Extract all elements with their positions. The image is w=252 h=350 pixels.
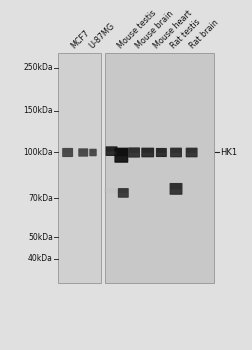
Text: Mouse brain: Mouse brain [134,9,175,50]
Text: Rat brain: Rat brain [188,18,220,50]
FancyBboxPatch shape [142,153,153,156]
FancyBboxPatch shape [106,152,117,155]
FancyBboxPatch shape [90,152,96,155]
FancyBboxPatch shape [171,153,181,156]
Text: Mouse testis: Mouse testis [116,8,158,50]
Text: 50kDa: 50kDa [28,233,53,242]
FancyBboxPatch shape [115,156,128,161]
FancyBboxPatch shape [128,147,140,158]
FancyBboxPatch shape [170,189,182,194]
Text: Mouse heart: Mouse heart [152,8,193,50]
FancyBboxPatch shape [106,146,117,156]
Bar [104,188,121,193]
Text: 150kDa: 150kDa [23,106,53,115]
Text: Rat testis: Rat testis [169,17,202,50]
Bar [105,53,214,283]
FancyBboxPatch shape [186,153,197,156]
FancyBboxPatch shape [129,153,139,156]
Text: HK1: HK1 [220,148,237,157]
FancyBboxPatch shape [141,148,154,158]
Text: MCF7: MCF7 [70,28,91,50]
Text: U-87MG: U-87MG [87,21,116,50]
FancyBboxPatch shape [89,149,97,156]
FancyBboxPatch shape [170,148,182,158]
FancyBboxPatch shape [78,148,88,157]
Text: 250kDa: 250kDa [23,63,53,72]
FancyBboxPatch shape [114,148,128,163]
FancyBboxPatch shape [62,148,73,157]
Text: 40kDa: 40kDa [28,254,53,264]
FancyBboxPatch shape [79,153,87,155]
Bar [58,53,101,283]
Text: 70kDa: 70kDa [28,194,53,203]
FancyBboxPatch shape [118,188,129,198]
FancyBboxPatch shape [156,148,167,157]
FancyBboxPatch shape [170,183,182,195]
FancyBboxPatch shape [186,148,198,158]
FancyBboxPatch shape [63,153,72,156]
FancyBboxPatch shape [157,153,166,156]
Text: 100kDa: 100kDa [23,148,53,157]
FancyBboxPatch shape [119,193,128,196]
